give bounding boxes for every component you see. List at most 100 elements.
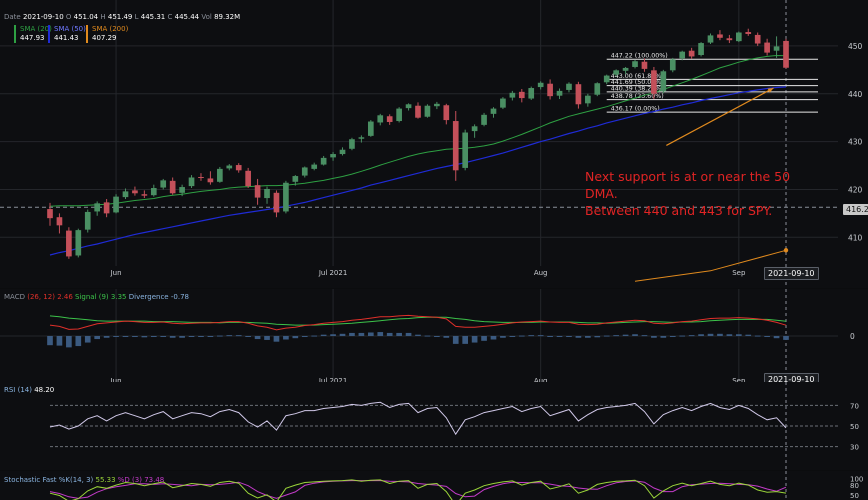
candle-body <box>358 137 365 139</box>
sma50-value: 441.43 <box>54 34 79 42</box>
candle-body <box>330 154 336 158</box>
macd-histogram-bar <box>575 336 582 338</box>
macd-histogram-bar <box>509 336 516 337</box>
sma50-label: SMA (50) <box>54 25 86 33</box>
price-chart[interactable]: 447.22 (100.00%) 443.00 (61.80%)441.69 (5… <box>0 0 868 288</box>
stochastic-d-label: %D (3) <box>117 476 142 484</box>
sma50-legend[interactable]: SMA (50) 441.43 <box>48 25 86 43</box>
sma20-label: SMA (20) <box>20 25 52 33</box>
fibonacci-levels[interactable]: 447.22 (100.00%) 443.00 (61.80%)441.69 (5… <box>606 53 818 113</box>
stochastic-d-value: 73.48 <box>144 476 165 484</box>
macd-label: MACD <box>4 293 25 301</box>
low-label: L <box>134 13 139 21</box>
macd-histogram-bar <box>481 336 487 341</box>
signal-value: 3.35 <box>110 293 127 301</box>
cursor-date-badge: 2021-09-10 <box>764 267 819 280</box>
macd-histogram-bar <box>150 336 157 337</box>
candle-body <box>641 61 648 69</box>
candle-body <box>500 98 506 108</box>
date-value: 2021-09-10 <box>22 13 64 21</box>
price-tick-label: 430 <box>848 138 863 147</box>
macd-histogram-bar <box>283 336 289 340</box>
macd-chart[interactable]: 0 Jun Jul 2021 Aug Sep <box>0 289 868 389</box>
macd-histogram-bar <box>386 332 393 336</box>
rsi-series <box>49 401 787 436</box>
macd-histogram-bar <box>717 333 723 336</box>
macd-histogram-bar <box>264 336 270 340</box>
rsi-tick-label: 50 <box>850 423 859 431</box>
stochastic-tick-label: 50 <box>850 492 859 500</box>
month-tick-label: Jul 2021 <box>318 377 348 385</box>
candle-body <box>122 191 129 198</box>
macd-histogram-bar <box>160 336 167 337</box>
candle-body <box>56 217 63 226</box>
rsi-pane: 30 50 70 RSI (14) 48.20 <box>0 382 868 470</box>
price-tick-label: 410 <box>848 233 863 242</box>
candle-body <box>301 167 308 176</box>
price-tick-label: 450 <box>848 42 863 51</box>
candle-body <box>415 105 421 118</box>
rsi-label: RSI (14) <box>4 386 32 394</box>
macd-histogram-bar <box>424 335 431 337</box>
divergence-value: -0.78 <box>170 293 189 301</box>
macd-histogram <box>47 332 789 348</box>
candle-body <box>603 75 610 83</box>
macd-histogram-bar <box>113 336 119 337</box>
candle-body <box>537 82 544 88</box>
rsi-chart[interactable]: 30 50 70 <box>0 382 868 470</box>
candle-body <box>84 211 91 230</box>
macd-histogram-bar <box>217 335 223 337</box>
candle-body <box>264 188 270 199</box>
price-time-axis: Jun Jul 2021 Aug Sep <box>110 269 746 277</box>
candlesticks[interactable] <box>47 28 789 259</box>
macd-params: (26, 12) <box>27 293 55 301</box>
macd-histogram-bar <box>367 332 374 336</box>
candle-body <box>613 70 619 75</box>
candle-body <box>226 165 233 169</box>
stochastic-lines <box>49 471 787 500</box>
candle-body <box>783 40 789 68</box>
candle-body <box>188 177 195 187</box>
high-label: H <box>100 13 106 21</box>
macd-axis: 0 Jun Jul 2021 Aug Sep <box>110 332 855 385</box>
macd-histogram-bar <box>773 336 780 339</box>
candle-body <box>132 190 138 194</box>
rsi-axis: 30 50 70 <box>850 402 859 451</box>
open-label: O <box>65 13 72 21</box>
fib-level-label: 438.78 (23.60%) <box>611 93 664 100</box>
signal-line <box>49 315 787 326</box>
macd-histogram-bar <box>415 334 421 336</box>
candle-body <box>547 83 553 97</box>
candle-body <box>764 42 770 53</box>
rsi-line <box>49 401 787 436</box>
macd-histogram-bar <box>377 332 384 336</box>
candle-body <box>320 157 327 165</box>
candle-body <box>443 105 450 121</box>
candle-body <box>103 202 110 214</box>
candle-body <box>632 61 638 67</box>
macd-histogram-bar <box>622 334 629 336</box>
stochastic-label: Stochastic Fast %K(14, 3) <box>4 476 94 484</box>
macd-histogram-bar <box>245 336 251 337</box>
sma20-legend[interactable]: SMA (20) 447.93 <box>14 25 52 43</box>
candle-body <box>113 196 119 213</box>
candle-body <box>698 43 704 56</box>
candle-body <box>622 67 629 71</box>
annotation-line-1: Next support is at or near the 50 DMA. <box>585 169 791 201</box>
candle-body <box>434 103 440 107</box>
macd-pane: 0 Jun Jul 2021 Aug Sep MACD (26, 12) 2.46 Si… <box>0 289 868 389</box>
macd-readout: MACD (26, 12) 2.46 Signal (9) 3.35 Diver… <box>4 293 189 301</box>
sma200-legend[interactable]: SMA (200) 407.29 <box>86 25 128 43</box>
month-tick-label: Aug <box>534 269 548 277</box>
macd-histogram-bar <box>518 335 525 337</box>
fib-level-label: 443.00 (61.80%) <box>611 73 664 80</box>
macd-histogram-bar <box>169 336 176 338</box>
candle-body <box>518 91 525 99</box>
macd-histogram-bar <box>707 333 714 336</box>
candle-body <box>594 83 601 95</box>
sma20-value: 447.93 <box>20 34 45 42</box>
macd-histogram-bar <box>632 334 638 336</box>
macd-histogram-bar <box>443 336 450 338</box>
macd-histogram-bar <box>688 335 695 337</box>
